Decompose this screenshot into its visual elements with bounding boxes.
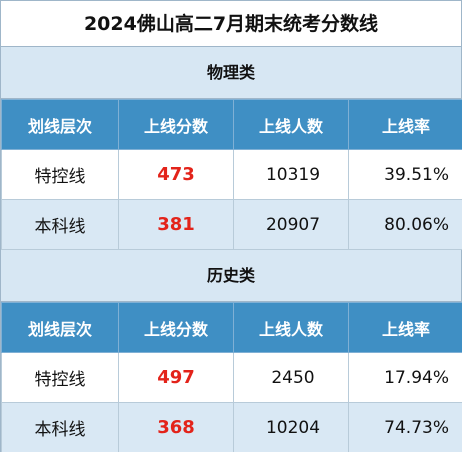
cell-level: 本科线 — [1, 402, 119, 452]
cell-level: 特控线 — [1, 352, 119, 403]
header-level: 划线层次 — [1, 99, 119, 150]
table-header-row: 划线层次 上线分数 上线人数 上线率 — [1, 99, 462, 150]
history-table: 划线层次 上线分数 上线人数 上线率 特控线 497 2450 17.94% 本… — [1, 302, 462, 452]
cell-level: 特控线 — [1, 149, 119, 200]
cell-rate: 39.51% — [348, 149, 462, 200]
cell-count: 10319 — [233, 149, 349, 200]
physics-table: 划线层次 上线分数 上线人数 上线率 特控线 473 10319 39.51% … — [1, 99, 462, 250]
header-count: 上线人数 — [233, 99, 349, 150]
cell-count: 20907 — [233, 199, 349, 250]
cell-score: 497 — [118, 352, 234, 403]
cell-score: 381 — [118, 199, 234, 250]
cell-count: 10204 — [233, 402, 349, 452]
cell-score: 473 — [118, 149, 234, 200]
cell-score: 368 — [118, 402, 234, 452]
header-score: 上线分数 — [118, 99, 234, 150]
header-rate: 上线率 — [348, 99, 462, 150]
table-row: 特控线 473 10319 39.51% — [1, 149, 462, 200]
table-header-row: 划线层次 上线分数 上线人数 上线率 — [1, 302, 462, 353]
header-count: 上线人数 — [233, 302, 349, 353]
cell-count: 2450 — [233, 352, 349, 403]
header-level: 划线层次 — [1, 302, 119, 353]
cell-rate: 80.06% — [348, 199, 462, 250]
cell-level: 本科线 — [1, 199, 119, 250]
section-title-history: 历史类 — [1, 250, 461, 302]
table-row: 特控线 497 2450 17.94% — [1, 352, 462, 403]
table-row: 本科线 368 10204 74.73% — [1, 402, 462, 452]
table-row: 本科线 381 20907 80.06% — [1, 199, 462, 250]
section-title-physics: 物理类 — [1, 47, 461, 99]
header-rate: 上线率 — [348, 302, 462, 353]
cell-rate: 17.94% — [348, 352, 462, 403]
cell-rate: 74.73% — [348, 402, 462, 452]
page-title: 2024佛山高二7月期末统考分数线 — [1, 1, 461, 47]
header-score: 上线分数 — [118, 302, 234, 353]
